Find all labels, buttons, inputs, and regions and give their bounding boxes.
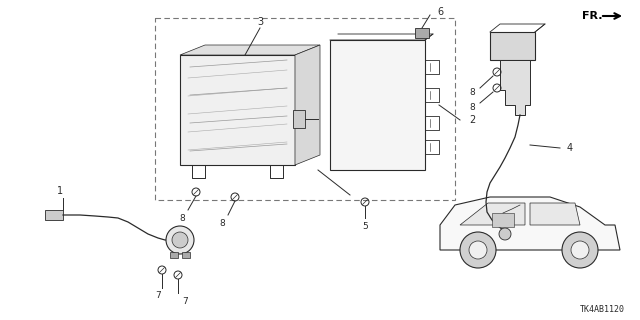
Circle shape: [499, 228, 511, 240]
Text: TK4AB1120: TK4AB1120: [580, 306, 625, 315]
Bar: [490, 32, 535, 60]
Text: 6: 6: [437, 7, 443, 17]
Circle shape: [172, 232, 188, 248]
Text: 2: 2: [469, 115, 475, 125]
Polygon shape: [180, 55, 295, 165]
Bar: [492, 213, 514, 227]
Bar: [293, 110, 305, 128]
Polygon shape: [440, 197, 620, 250]
Text: 8: 8: [219, 219, 225, 228]
Bar: [330, 40, 425, 170]
Text: 1: 1: [57, 186, 63, 196]
Bar: [415, 28, 429, 38]
Circle shape: [469, 241, 487, 259]
Text: 3: 3: [257, 17, 263, 27]
Bar: [155, 18, 455, 200]
Polygon shape: [295, 45, 320, 165]
Circle shape: [166, 226, 194, 254]
Polygon shape: [460, 203, 525, 225]
Circle shape: [571, 241, 589, 259]
Text: 8: 8: [469, 102, 475, 111]
Text: 8: 8: [469, 87, 475, 97]
Bar: [45, 210, 63, 220]
Text: FR.: FR.: [582, 11, 602, 21]
Text: 7: 7: [155, 292, 161, 300]
Text: 8: 8: [179, 213, 185, 222]
Text: 7: 7: [182, 297, 188, 306]
Circle shape: [460, 232, 496, 268]
Polygon shape: [180, 45, 320, 55]
Text: 5: 5: [362, 221, 368, 230]
Text: 4: 4: [567, 143, 573, 153]
Circle shape: [562, 232, 598, 268]
Bar: [182, 252, 190, 258]
Bar: [170, 252, 178, 258]
Polygon shape: [530, 203, 580, 225]
Polygon shape: [500, 60, 530, 115]
